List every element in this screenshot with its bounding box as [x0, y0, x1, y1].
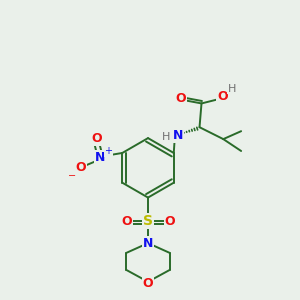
Text: N: N	[172, 129, 183, 142]
Text: O: O	[75, 161, 86, 174]
Text: O: O	[176, 92, 186, 105]
Text: N: N	[143, 237, 153, 250]
Text: O: O	[217, 90, 228, 103]
Text: S: S	[143, 214, 153, 228]
Text: +: +	[104, 146, 112, 156]
Text: −: −	[68, 171, 76, 181]
Text: N: N	[95, 152, 106, 164]
Text: O: O	[91, 132, 102, 145]
Text: O: O	[143, 277, 153, 290]
Text: O: O	[121, 215, 131, 228]
Text: H: H	[228, 84, 236, 94]
Text: H: H	[162, 132, 170, 142]
Text: O: O	[164, 215, 175, 228]
